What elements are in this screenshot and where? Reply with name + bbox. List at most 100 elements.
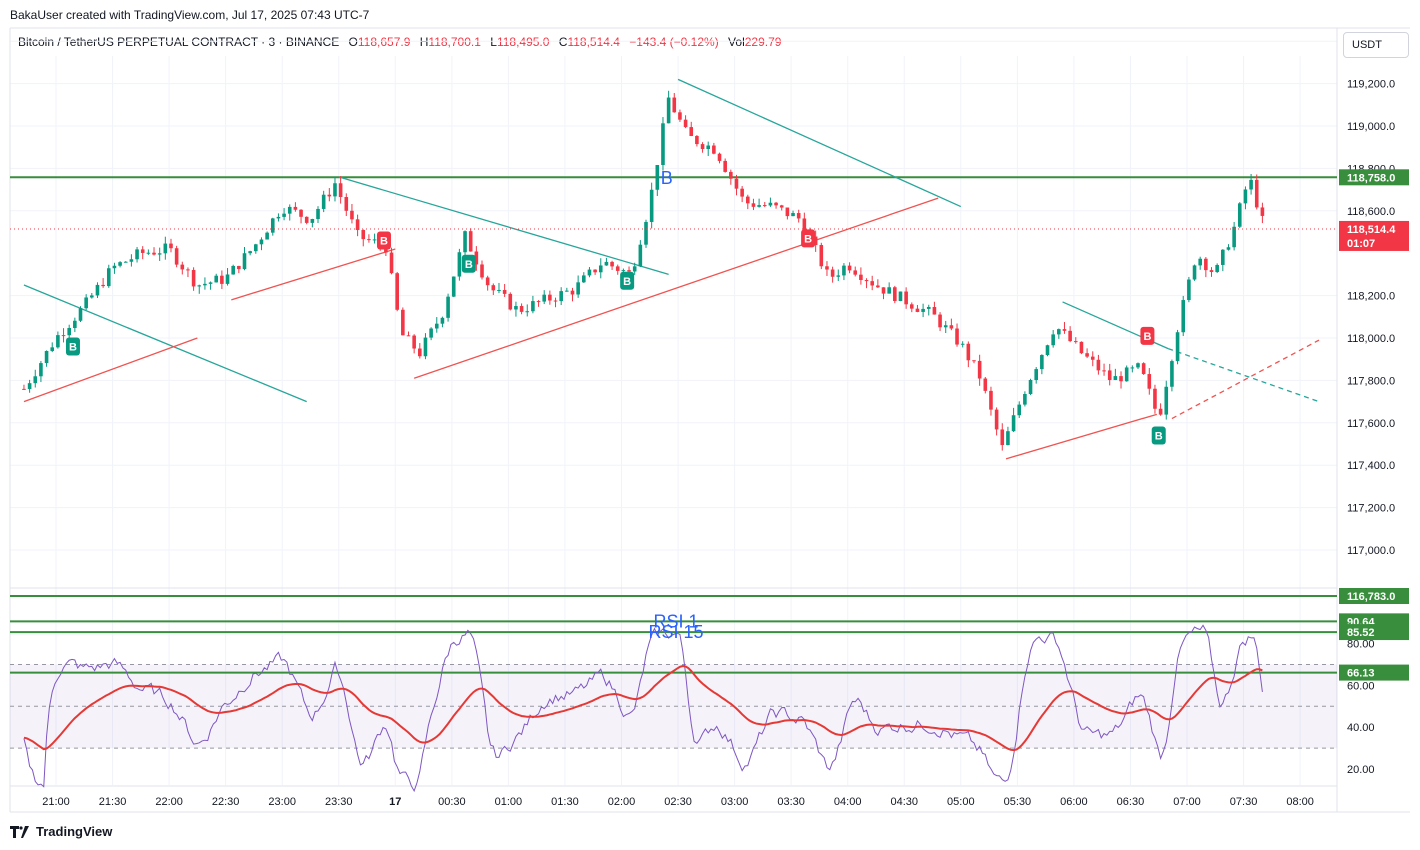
candle-body xyxy=(56,335,60,348)
candle-body xyxy=(893,287,897,302)
candle-body xyxy=(1034,369,1038,381)
candle-body xyxy=(1107,370,1112,381)
time-tick-label: 22:30 xyxy=(212,796,240,808)
candle-body xyxy=(135,249,139,260)
price-tick-label: 117,400.0 xyxy=(1347,460,1395,472)
brand-name: TradingView xyxy=(36,824,113,839)
trendline xyxy=(413,197,939,379)
candle-body xyxy=(559,291,563,302)
candle-body xyxy=(1170,361,1174,387)
candle-body xyxy=(389,252,394,274)
candle-body xyxy=(480,264,484,278)
candle-body xyxy=(870,281,875,286)
candle-body xyxy=(265,232,269,240)
candle-body xyxy=(1113,376,1118,381)
candle-body xyxy=(1045,345,1050,356)
candle-body xyxy=(689,127,694,136)
signal-marker: B xyxy=(801,229,816,248)
candle-body xyxy=(270,218,275,233)
candle-body xyxy=(1141,363,1146,375)
signal-label: B xyxy=(465,259,473,271)
candle-body xyxy=(989,390,993,410)
candle-body xyxy=(123,261,128,263)
candle-body xyxy=(203,283,207,286)
candle-body xyxy=(785,207,790,217)
candle-body xyxy=(242,253,247,270)
candle-body xyxy=(90,295,94,298)
signal-label: B xyxy=(1155,431,1163,443)
time-tick-label: 05:30 xyxy=(1004,796,1032,808)
candle-body xyxy=(519,306,524,312)
candle-body xyxy=(661,123,665,166)
candle-body xyxy=(791,213,795,217)
candle-body xyxy=(621,270,626,272)
time-tick-label: 21:30 xyxy=(99,796,127,808)
currency-button[interactable]: USDT xyxy=(1343,32,1409,58)
candle-body xyxy=(463,231,467,253)
time-tick-label: 05:00 xyxy=(947,796,975,808)
horizontal-levels[interactable] xyxy=(10,176,1337,674)
time-tick-label: 22:00 xyxy=(155,796,183,808)
low-label: L xyxy=(490,35,497,49)
high-value: 118,700.1 xyxy=(428,35,481,49)
candle-body xyxy=(78,308,83,321)
signal-badge xyxy=(1140,326,1155,345)
symbol-name[interactable]: Bitcoin / TetherUS PERPETUAL CONTRACT · … xyxy=(18,35,340,49)
candle-body xyxy=(960,343,965,345)
volume-label: Vol xyxy=(728,35,745,49)
candle-body xyxy=(802,218,807,234)
close-label: C xyxy=(558,35,568,49)
candle-body xyxy=(565,290,569,292)
candle-body xyxy=(406,335,411,337)
candle-body xyxy=(33,376,38,384)
candle-body xyxy=(1237,203,1242,227)
candle-body xyxy=(751,203,756,207)
candle-body xyxy=(1198,258,1202,266)
candle-body xyxy=(1175,332,1180,362)
candle-body xyxy=(1204,258,1208,271)
candle-body xyxy=(225,274,230,284)
candle-body xyxy=(191,269,196,287)
candle-body xyxy=(926,306,931,309)
candles xyxy=(22,90,1265,451)
candle-body xyxy=(118,262,122,266)
candle-body xyxy=(474,251,479,265)
candle-body xyxy=(293,206,298,210)
candle-body xyxy=(695,135,699,145)
candle-body xyxy=(1006,431,1010,446)
candle-body xyxy=(842,265,846,276)
trendlines[interactable] xyxy=(23,78,1320,460)
candle-body xyxy=(1260,207,1265,216)
trendline xyxy=(23,284,307,403)
candle-body xyxy=(418,348,422,357)
last-price-tag: 118,514.4 xyxy=(1347,224,1396,236)
candle-body xyxy=(1124,367,1129,382)
candle-body xyxy=(1221,249,1225,265)
trendline xyxy=(677,78,962,208)
signal-marker-text: B xyxy=(661,168,673,188)
candle-body xyxy=(1079,341,1084,354)
candle-body xyxy=(174,248,179,265)
chart-credit: BakaUser created with TradingView.com, J… xyxy=(10,8,370,22)
candle-body xyxy=(859,274,863,281)
signal-label: B xyxy=(804,233,812,245)
candle-body xyxy=(525,311,530,313)
candle-body xyxy=(1215,264,1219,272)
high-label: H xyxy=(419,35,429,49)
candle-body xyxy=(101,284,105,287)
time-tick-label: 23:00 xyxy=(268,796,296,808)
level-price-tag: 116,783.0 xyxy=(1347,591,1395,603)
candle-body xyxy=(502,289,507,294)
candle-body xyxy=(299,209,303,217)
signal-marker: B xyxy=(620,271,635,290)
candle-body xyxy=(876,285,880,288)
signal-label: B xyxy=(69,341,77,353)
candle-body xyxy=(553,300,558,302)
candle-body xyxy=(972,360,976,362)
candle-body xyxy=(706,145,711,150)
candle-body xyxy=(344,197,349,211)
candle-body xyxy=(1057,329,1061,335)
candle-body xyxy=(1011,415,1016,432)
candle-body xyxy=(39,363,43,377)
